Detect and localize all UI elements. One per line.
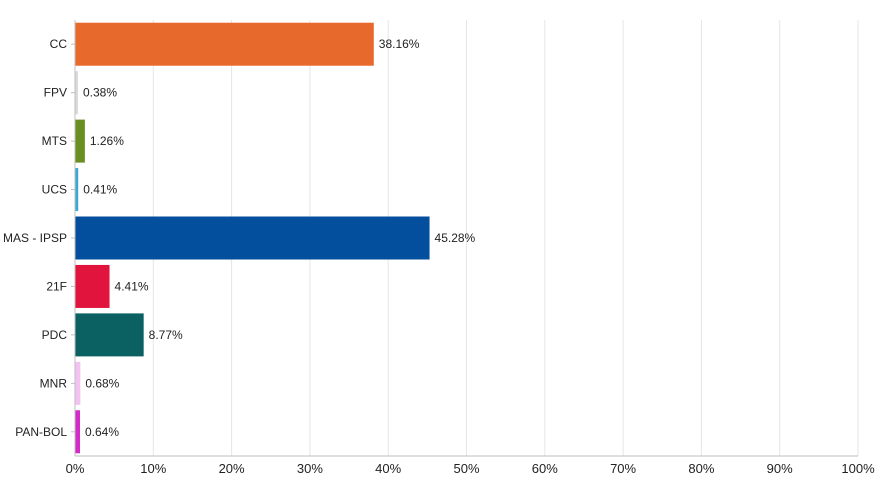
data-label-mas-ipsp: 45.28% — [435, 231, 476, 245]
data-label-cc: 38.16% — [379, 37, 420, 51]
data-label-ucs: 0.41% — [83, 183, 117, 197]
bar-mas-ipsp — [75, 216, 430, 260]
x-tick-label-50: 50% — [453, 461, 479, 476]
bar-ucs — [75, 168, 79, 212]
category-label-fpv: FPV — [44, 86, 67, 100]
x-tick-label-10: 10% — [140, 461, 166, 476]
bar-cc — [75, 22, 374, 66]
category-label-ucs: UCS — [42, 183, 67, 197]
data-label-mnr: 0.68% — [85, 376, 119, 390]
x-tick-label-60: 60% — [532, 461, 558, 476]
bar-21f — [75, 264, 110, 308]
x-tick-labels: 0% 10% 20% 30% 40% 50% 60% 70% 80% 90% 100% — [66, 461, 875, 476]
category-label-mnr: MNR — [40, 376, 68, 390]
x-tick-label-100: 100% — [841, 461, 875, 476]
data-label-mts: 1.26% — [90, 134, 124, 148]
axes — [71, 20, 858, 457]
category-label-mts: MTS — [42, 134, 67, 148]
category-label-21f: 21F — [46, 279, 67, 293]
category-label-mas-ipsp: MAS - IPSP — [3, 231, 67, 245]
bar-mts — [75, 119, 85, 163]
category-label-pan-bol: PAN-BOL — [15, 425, 67, 439]
gridlines — [152, 20, 859, 456]
x-tick-label-40: 40% — [375, 461, 401, 476]
data-labels: 38.16% 0.38% 1.26% 0.41% 45.28% 4.41% 8.77% 0.6… — [83, 37, 476, 439]
bars — [75, 22, 430, 454]
x-tick-label-30: 30% — [297, 461, 323, 476]
data-label-21f: 4.41% — [115, 279, 149, 293]
data-label-pdc: 8.77% — [149, 328, 183, 342]
x-tick-label-90: 90% — [767, 461, 793, 476]
bar-pan-bol — [75, 410, 81, 454]
data-label-fpv: 0.38% — [83, 86, 117, 100]
data-label-pan-bol: 0.64% — [85, 425, 119, 439]
bar-mnr — [75, 361, 81, 405]
category-label-cc: CC — [50, 37, 68, 51]
x-tick-label-20: 20% — [219, 461, 245, 476]
x-tick-label-0: 0% — [66, 461, 85, 476]
category-label-pdc: PDC — [42, 328, 68, 342]
bar-fpv — [75, 71, 78, 115]
x-tick-label-70: 70% — [610, 461, 636, 476]
bar-pdc — [75, 313, 144, 357]
x-tick-label-80: 80% — [688, 461, 714, 476]
category-labels: CC FPV MTS UCS MAS - IPSP 21F PDC MNR PAN-BOL — [3, 37, 67, 439]
